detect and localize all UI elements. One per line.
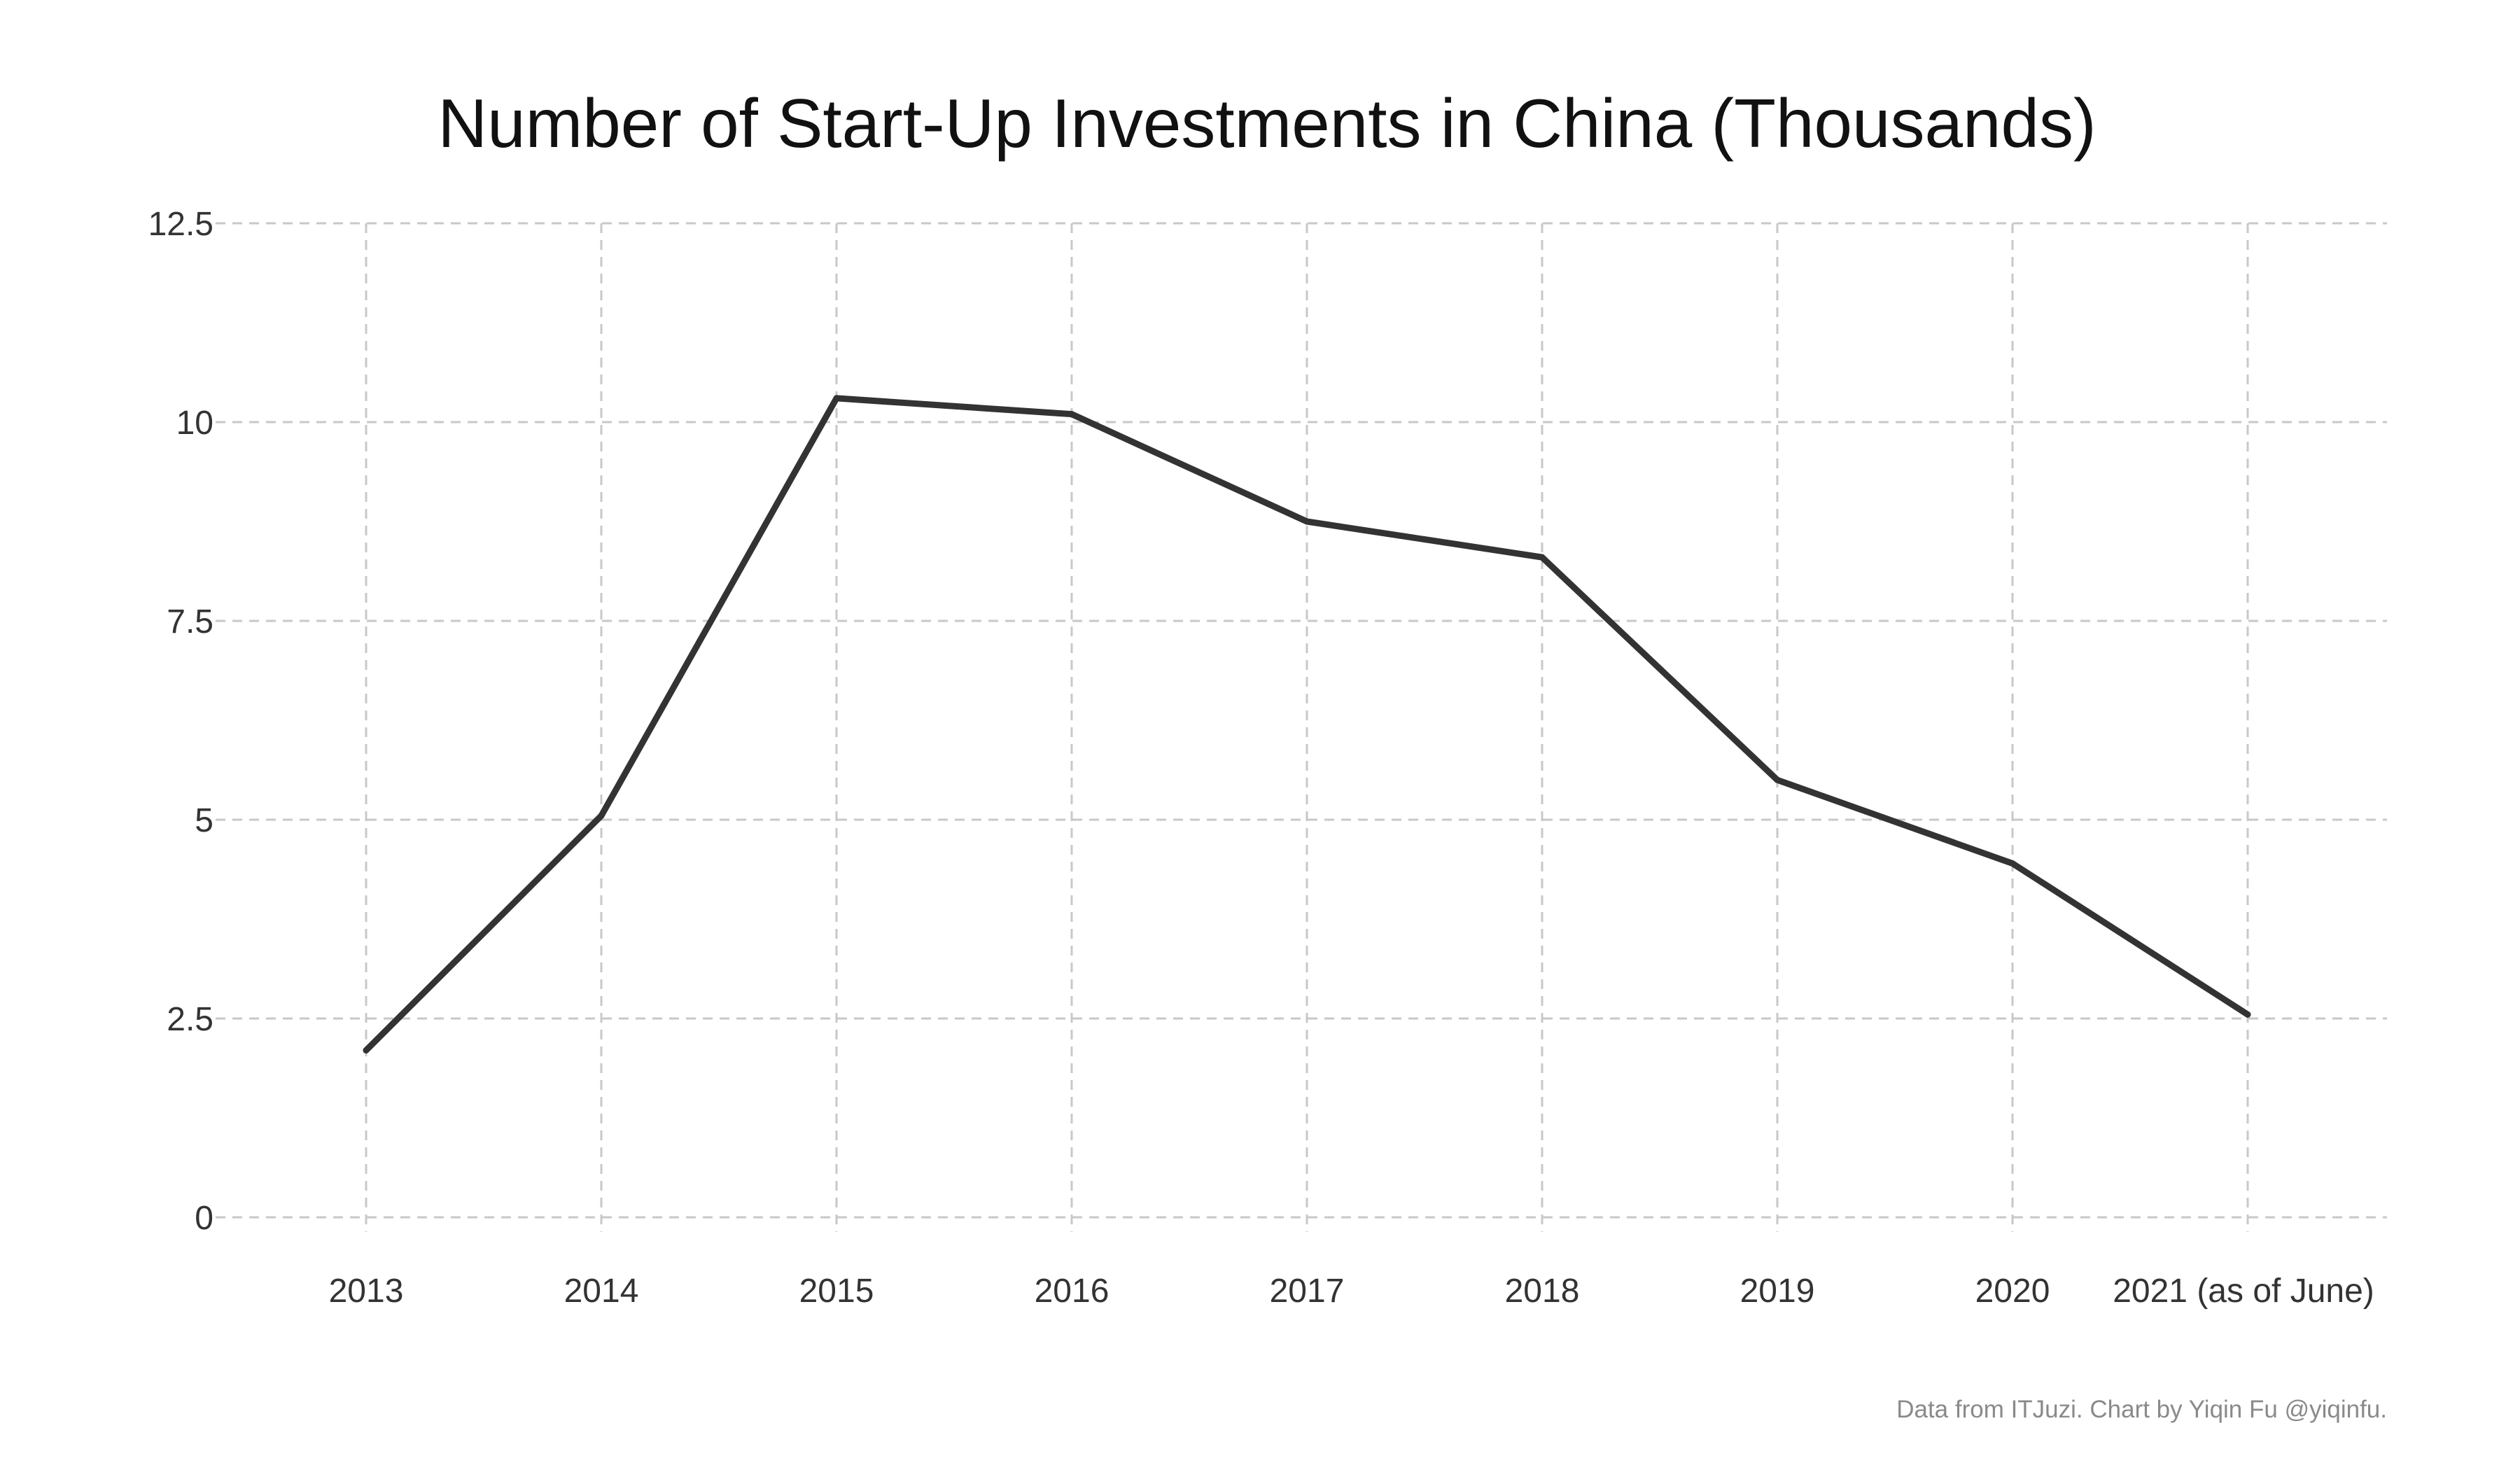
data-point xyxy=(1539,554,1546,561)
chart-title: Number of Start-Up Investments in China … xyxy=(438,85,2096,162)
x-axis: 2013 2014 2015 2016 2017 2018 2019 2020 2021 (as… xyxy=(329,1273,2374,1310)
series-layer xyxy=(363,395,2251,1054)
grid xyxy=(216,222,2387,1232)
y-tick-label: 12.5 xyxy=(148,206,214,243)
x-tick-label: 2020 xyxy=(1975,1273,2050,1310)
data-point xyxy=(1068,411,1075,418)
y-tick-label: 0 xyxy=(195,1200,214,1237)
x-tick-label: 2018 xyxy=(1505,1273,1580,1310)
data-point xyxy=(1774,776,1781,783)
y-tick-label: 7.5 xyxy=(167,603,214,640)
x-tick-label: 2014 xyxy=(564,1273,639,1310)
data-point xyxy=(1303,518,1310,525)
y-tick-label: 2.5 xyxy=(167,1001,214,1038)
x-tick-label: 2019 xyxy=(1740,1273,1815,1310)
x-tick-label: 2015 xyxy=(799,1273,874,1310)
x-tick-label: 2016 xyxy=(1035,1273,1110,1310)
data-point xyxy=(2244,1011,2251,1018)
source-caption: Data from ITJuzi. Chart by Yiqin Fu @yiq… xyxy=(1896,1396,2387,1423)
data-point xyxy=(833,395,840,402)
x-tick-label: 2013 xyxy=(329,1273,404,1310)
data-point xyxy=(2009,860,2016,867)
data-point xyxy=(363,1046,370,1054)
y-axis: 0 2.5 5 7.5 10 12.5 xyxy=(148,206,214,1237)
data-point xyxy=(598,812,605,819)
y-tick-label: 5 xyxy=(195,802,214,839)
x-tick-label: 2021 (as of June) xyxy=(2113,1273,2374,1310)
y-tick-label: 10 xyxy=(176,405,214,442)
x-tick-label: 2017 xyxy=(1270,1273,1345,1310)
